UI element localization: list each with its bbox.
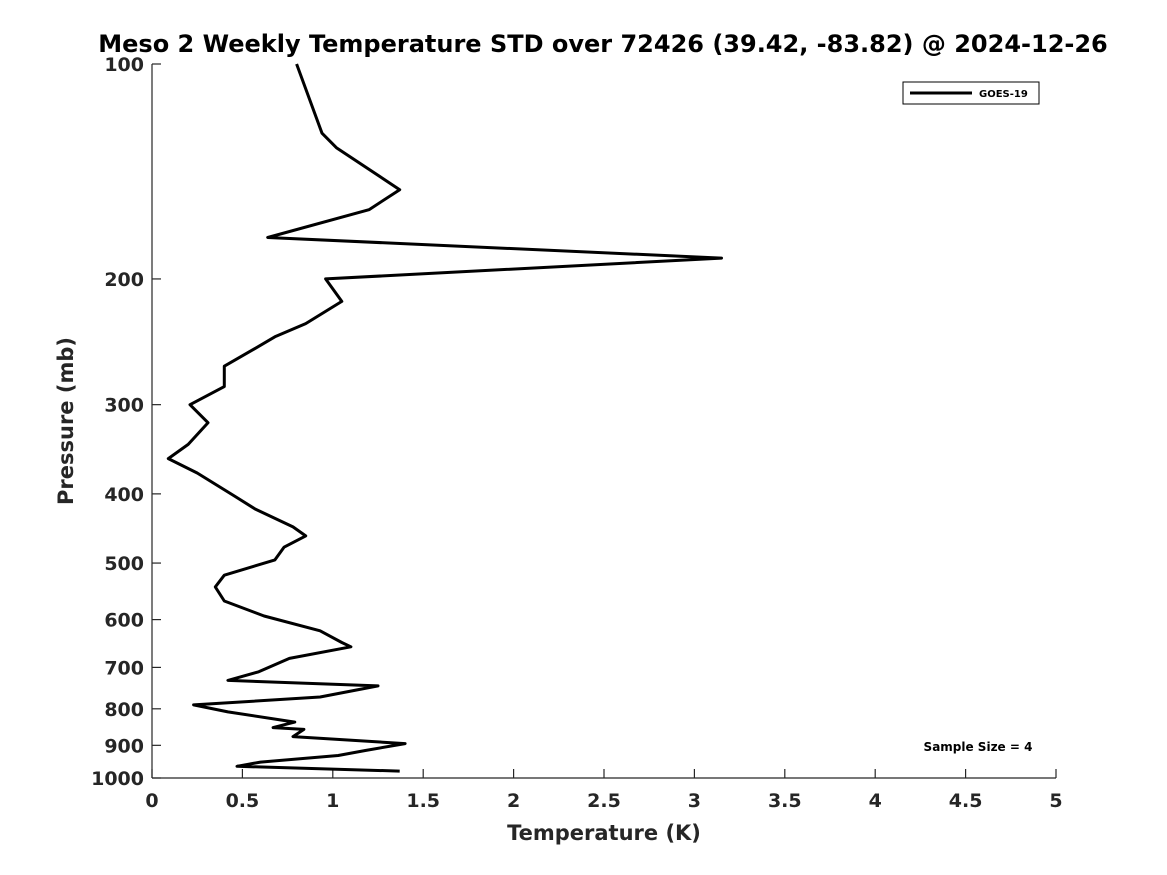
y-tick-label: 900 [104, 735, 144, 757]
x-tick-label: 4 [869, 790, 882, 812]
y-tick-label: 1000 [91, 768, 144, 790]
axes: 0 0.5 1 1.5 2 2.5 3 3.5 4 4.5 5 100 200 300 400 500 600… [91, 54, 1063, 812]
x-tick-label: 1.5 [406, 790, 440, 812]
x-tick-label: 5 [1049, 790, 1062, 812]
legend: GOES-19 [902, 81, 1040, 105]
y-tick-label: 100 [104, 54, 144, 76]
x-tick-label: 2 [507, 790, 520, 812]
y-tick-label: 300 [104, 395, 144, 417]
x-tick-label: 3 [688, 790, 701, 812]
y-axis-label: Pressure (mb) [54, 337, 78, 505]
y-tick-label: 600 [104, 610, 144, 632]
x-tick-label: 1 [326, 790, 339, 812]
series-line-goes-19 [166, 63, 723, 773]
y-tick-label: 800 [104, 699, 144, 721]
series-layer [166, 63, 723, 773]
y-ticks: 100 200 300 400 500 600 700 800 900 1000 [91, 54, 161, 790]
y-tick-label: 400 [104, 484, 144, 506]
legend-label-goes-19: GOES-19 [979, 89, 1028, 100]
x-tick-label: 3.5 [768, 790, 802, 812]
y-tick-label: 700 [104, 657, 144, 679]
x-tick-label: 0 [145, 790, 158, 812]
chart-title: Meso 2 Weekly Temperature STD over 72426… [98, 30, 1108, 58]
x-axis-label: Temperature (K) [507, 821, 701, 845]
x-tick-label: 2.5 [587, 790, 621, 812]
x-tick-label: 4.5 [949, 790, 983, 812]
x-ticks: 0 0.5 1 1.5 2 2.5 3 3.5 4 4.5 5 [145, 769, 1063, 812]
x-tick-label: 0.5 [226, 790, 260, 812]
y-tick-label: 200 [104, 269, 144, 291]
sample-size-note: Sample Size = 4 [924, 740, 1033, 754]
y-tick-label: 500 [104, 553, 144, 575]
